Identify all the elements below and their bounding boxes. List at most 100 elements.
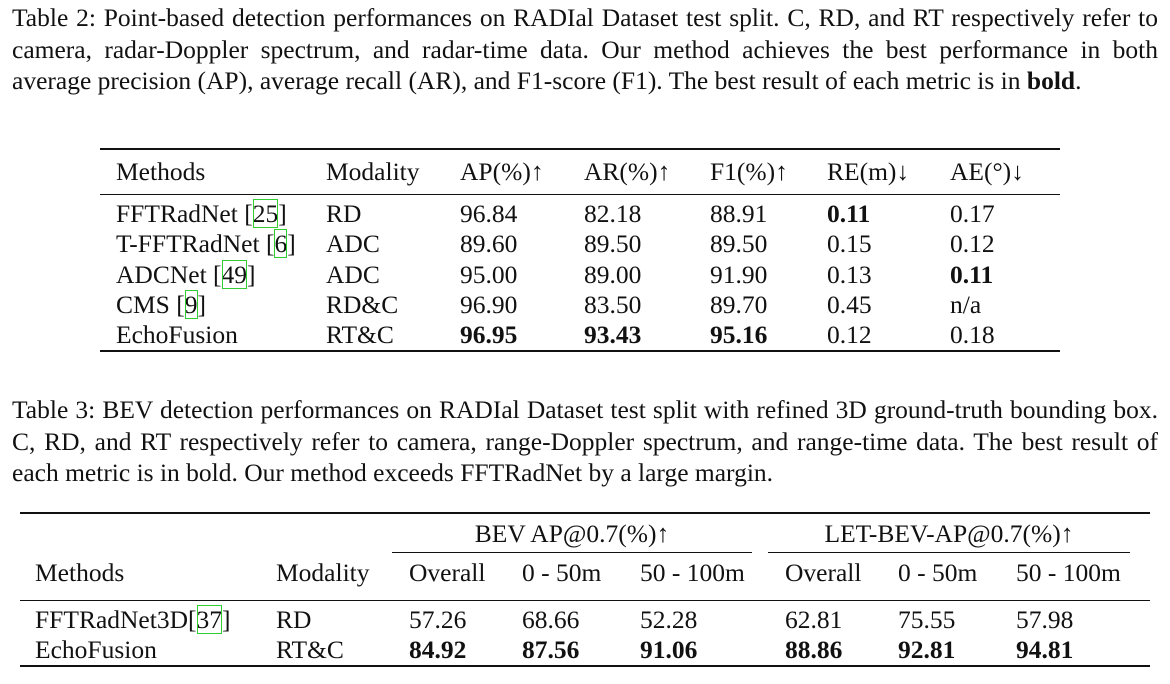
header-cell: Overall xyxy=(409,558,522,601)
header-cell: AP(%)↑ xyxy=(460,149,584,195)
cell: 91.06 xyxy=(640,635,698,664)
group-row: BEV AP@0.7(%)↑ LET-BEV-AP@0.7(%)↑ xyxy=(20,513,1150,558)
citation: ] xyxy=(222,605,231,634)
cell: 96.84 xyxy=(460,199,518,229)
cell: 0.11 xyxy=(827,199,871,229)
caption-bold: bold xyxy=(1026,66,1076,95)
method: T-FFTRadNet xyxy=(116,229,266,259)
cell xyxy=(20,513,276,558)
cell: 0.15 xyxy=(827,229,872,259)
cell: 93.43 xyxy=(584,320,642,350)
header-cell: 50 - 100m xyxy=(1016,558,1151,601)
group-label: LET-BEV-AP@0.7(%)↑ xyxy=(768,519,1131,553)
cell: 89.50 xyxy=(710,229,768,259)
caption-label: Table 2: xyxy=(12,3,96,32)
method: FFTRadNet3D xyxy=(35,605,188,634)
citation: ] xyxy=(287,229,296,259)
table: BEV AP@0.7(%)↑ LET-BEV-AP@0.7(%)↑ Methods M… xyxy=(20,512,1151,667)
cell: 91.90 xyxy=(710,259,768,289)
method: ADCNet xyxy=(116,259,214,289)
method: FFTRadNet xyxy=(116,199,245,229)
cell: 84.92 xyxy=(409,635,467,664)
citation: 49 xyxy=(221,259,248,289)
cell: 57.26 xyxy=(409,605,467,634)
cell: 0.12 xyxy=(950,229,995,259)
cell: 89.60 xyxy=(460,229,518,259)
caption-label: Table 3: xyxy=(12,395,96,424)
cell: 0.11 xyxy=(950,259,994,289)
group-label: BEV AP@0.7(%)↑ xyxy=(392,519,752,553)
row: EchoFusion RT&C 84.92 87.56 91.06 88.86 92.81 9… xyxy=(20,635,1150,666)
method-cell: FFTRadNet [25] xyxy=(100,195,326,230)
cell: ADC xyxy=(326,259,380,289)
cell: RD xyxy=(276,605,312,634)
row: FFTRadNet [25] RD 96.84 82.18 88.91 0.11 0.17 xyxy=(100,195,1060,230)
row: CMS [9] RD&C 96.90 83.50 89.70 0.45 n/a xyxy=(100,290,1060,320)
cell: 95.00 xyxy=(460,259,518,289)
header-cell: 50 - 100m xyxy=(640,558,786,601)
citation: 6 xyxy=(274,229,288,259)
caption-text: BEV detection performances on RADIal Dat… xyxy=(12,395,1159,487)
cell: 88.91 xyxy=(710,199,768,229)
citation: ] xyxy=(247,259,256,289)
header-cell: 0 - 50m xyxy=(898,558,1017,601)
caption-text: Point-based detection performances on RA… xyxy=(12,3,1158,95)
citation: [ xyxy=(176,290,185,320)
group-header: LET-BEV-AP@0.7(%)↑ xyxy=(768,513,1150,558)
method-cell: T-FFTRadNet [6] xyxy=(100,229,326,259)
table: Methods Modality AP(%)↑ AR(%)↑ F1(%)↑ RE(m)↓ A… xyxy=(100,148,1060,353)
citation: ] xyxy=(197,290,207,320)
group-header: BEV AP@0.7(%)↑ xyxy=(392,513,785,558)
cell: 83.50 xyxy=(584,290,642,320)
method: EchoFusion xyxy=(116,320,238,350)
header-cell: AE(°)↓ xyxy=(950,149,1060,195)
cell: 96.95 xyxy=(460,320,518,350)
header-cell: AR(%)↑ xyxy=(584,149,710,195)
cell: 57.98 xyxy=(1016,605,1074,634)
method-cell: FFTRadNet3D[37] xyxy=(20,601,276,636)
header-cell: F1(%)↑ xyxy=(710,149,827,195)
cell: RD&C xyxy=(326,290,399,320)
citation: [ xyxy=(188,605,197,634)
cell: 62.81 xyxy=(785,605,843,634)
method: EchoFusion xyxy=(35,635,157,664)
cell: 96.90 xyxy=(460,290,518,320)
header-cell: Methods xyxy=(20,558,276,601)
method-cell: EchoFusion xyxy=(20,635,276,666)
cell: 92.81 xyxy=(898,635,956,664)
cell: 89.70 xyxy=(710,290,768,320)
citation: [ xyxy=(213,259,222,289)
header-cell: Modality xyxy=(276,558,409,601)
row: EchoFusion RT&C 96.95 93.43 95.16 0.12 0.18 xyxy=(100,320,1060,351)
method-cell: ADCNet [49] xyxy=(100,259,326,290)
cell: 82.18 xyxy=(584,199,642,229)
row: FFTRadNet3D[37] RD 57.26 68.66 52.28 62.81 75.… xyxy=(20,601,1150,636)
header-cell: Modality xyxy=(326,149,460,195)
cell: 0.17 xyxy=(950,199,995,229)
citation: 37 xyxy=(196,605,222,634)
cell: 87.56 xyxy=(522,635,580,664)
row: T-FFTRadNet [6] ADC 89.60 89.50 89.50 0.15 0.1… xyxy=(100,229,1060,259)
method-cell: CMS [9] xyxy=(100,290,326,320)
cell xyxy=(276,513,409,558)
cell: 88.86 xyxy=(785,635,843,664)
cell: ADC xyxy=(326,229,380,259)
cell: 95.16 xyxy=(710,320,768,350)
cell: RT&C xyxy=(326,320,394,350)
cell: 52.28 xyxy=(640,605,698,634)
citation: [ xyxy=(244,199,253,229)
cell: 89.50 xyxy=(584,229,642,259)
header-cell: RE(m)↓ xyxy=(827,149,950,195)
cell: RT&C xyxy=(276,635,344,664)
caption-end: . xyxy=(1075,66,1082,95)
cell: 0.12 xyxy=(827,320,872,350)
method: CMS xyxy=(116,290,177,320)
cell: n/a xyxy=(950,290,982,320)
cell: 0.13 xyxy=(827,259,872,289)
table-caption: Table 3: BEV detection performances on R… xyxy=(0,394,1170,489)
row: ADCNet [49] ADC 95.00 89.00 91.90 0.13 0.11 xyxy=(100,259,1060,290)
cell: 0.18 xyxy=(950,320,995,350)
method-cell: EchoFusion xyxy=(100,320,326,351)
cell: 89.00 xyxy=(584,259,642,289)
